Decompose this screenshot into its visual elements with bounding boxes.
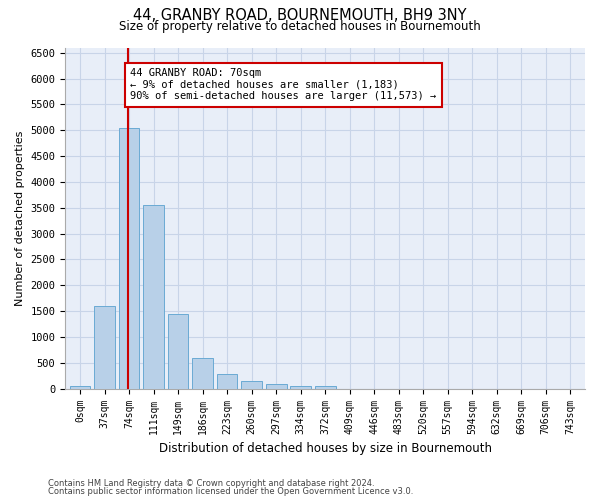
Bar: [241, 381, 262, 388]
X-axis label: Distribution of detached houses by size in Bournemouth: Distribution of detached houses by size …: [158, 442, 491, 455]
Bar: [217, 374, 238, 388]
Text: 44 GRANBY ROAD: 70sqm
← 9% of detached houses are smaller (1,183)
90% of semi-de: 44 GRANBY ROAD: 70sqm ← 9% of detached h…: [130, 68, 436, 102]
Text: 44, GRANBY ROAD, BOURNEMOUTH, BH9 3NY: 44, GRANBY ROAD, BOURNEMOUTH, BH9 3NY: [133, 8, 467, 22]
Bar: [167, 314, 188, 388]
Text: Contains HM Land Registry data © Crown copyright and database right 2024.: Contains HM Land Registry data © Crown c…: [48, 478, 374, 488]
Bar: [315, 386, 335, 388]
Bar: [119, 128, 139, 388]
Bar: [94, 306, 115, 388]
Bar: [70, 386, 91, 388]
Bar: [266, 384, 287, 388]
Text: Size of property relative to detached houses in Bournemouth: Size of property relative to detached ho…: [119, 20, 481, 33]
Y-axis label: Number of detached properties: Number of detached properties: [15, 130, 25, 306]
Bar: [192, 358, 213, 388]
Text: Contains public sector information licensed under the Open Government Licence v3: Contains public sector information licen…: [48, 487, 413, 496]
Bar: [290, 386, 311, 388]
Bar: [143, 205, 164, 388]
